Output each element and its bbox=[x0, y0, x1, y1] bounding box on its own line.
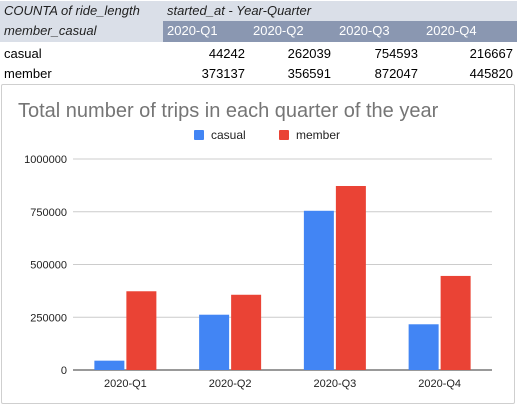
pivot-col-header-q4[interactable]: 2020-Q4 bbox=[422, 21, 517, 42]
bar-casual-2020-Q2[interactable] bbox=[199, 314, 230, 370]
pivot-column-field-label[interactable]: started_at - Year-Quarter bbox=[163, 1, 517, 21]
legend-swatch-member bbox=[279, 130, 289, 140]
pivot-cell-member-q3[interactable]: 872047 bbox=[335, 64, 422, 84]
pivot-cell-casual-q1[interactable]: 44242 bbox=[163, 44, 249, 64]
x-tick-label: 2020-Q4 bbox=[418, 378, 461, 390]
x-tick-label: 2020-Q1 bbox=[104, 378, 147, 390]
pivot-corner-label[interactable]: COUNTA of ride_length bbox=[0, 1, 163, 21]
pivot-cell-member-q2[interactable]: 356591 bbox=[249, 64, 335, 84]
bar-casual-2020-Q1[interactable] bbox=[94, 360, 125, 370]
pivot-row-label-casual[interactable]: casual bbox=[0, 44, 163, 64]
pivot-row-label-member[interactable]: member bbox=[0, 64, 163, 84]
y-tick-label: 1000000 bbox=[24, 154, 67, 166]
chart-panel[interactable]: Total number of trips in each quarter of… bbox=[1, 84, 515, 404]
x-tick-label: 2020-Q2 bbox=[209, 378, 252, 390]
bar-member-2020-Q3[interactable] bbox=[335, 185, 366, 370]
y-tick-label: 0 bbox=[61, 365, 67, 377]
y-tick-label: 750000 bbox=[30, 207, 67, 219]
bar-casual-2020-Q3[interactable] bbox=[303, 210, 334, 370]
pivot-col-header-q1[interactable]: 2020-Q1 bbox=[163, 21, 249, 42]
pivot-row-field-label[interactable]: member_casual bbox=[0, 21, 163, 42]
pivot-col-header-q2[interactable]: 2020-Q2 bbox=[249, 21, 335, 42]
bar-member-2020-Q4[interactable] bbox=[440, 275, 471, 370]
bar-member-2020-Q2[interactable] bbox=[231, 294, 262, 370]
chart-title: Total number of trips in each quarter of… bbox=[18, 100, 439, 122]
legend-label-casual: casual bbox=[211, 128, 246, 142]
pivot-table: COUNTA of ride_length started_at - Year-… bbox=[0, 0, 517, 84]
x-tick-label: 2020-Q3 bbox=[313, 378, 356, 390]
bar-casual-2020-Q4[interactable] bbox=[408, 324, 439, 370]
pivot-col-header-q3[interactable]: 2020-Q3 bbox=[335, 21, 422, 42]
pivot-cell-casual-q4[interactable]: 216667 bbox=[422, 44, 517, 64]
y-tick-label: 500000 bbox=[30, 260, 67, 272]
pivot-cell-member-q4[interactable]: 445820 bbox=[422, 64, 517, 84]
bar-chart[interactable]: Total number of trips in each quarter of… bbox=[2, 85, 514, 403]
y-tick-label: 250000 bbox=[30, 312, 67, 324]
legend-swatch-casual bbox=[194, 130, 204, 140]
pivot-cell-casual-q3[interactable]: 754593 bbox=[335, 44, 422, 64]
legend-label-member: member bbox=[296, 128, 340, 142]
pivot-cell-casual-q2[interactable]: 262039 bbox=[249, 44, 335, 64]
pivot-cell-member-q1[interactable]: 373137 bbox=[163, 64, 249, 84]
bar-member-2020-Q1[interactable] bbox=[126, 291, 157, 370]
